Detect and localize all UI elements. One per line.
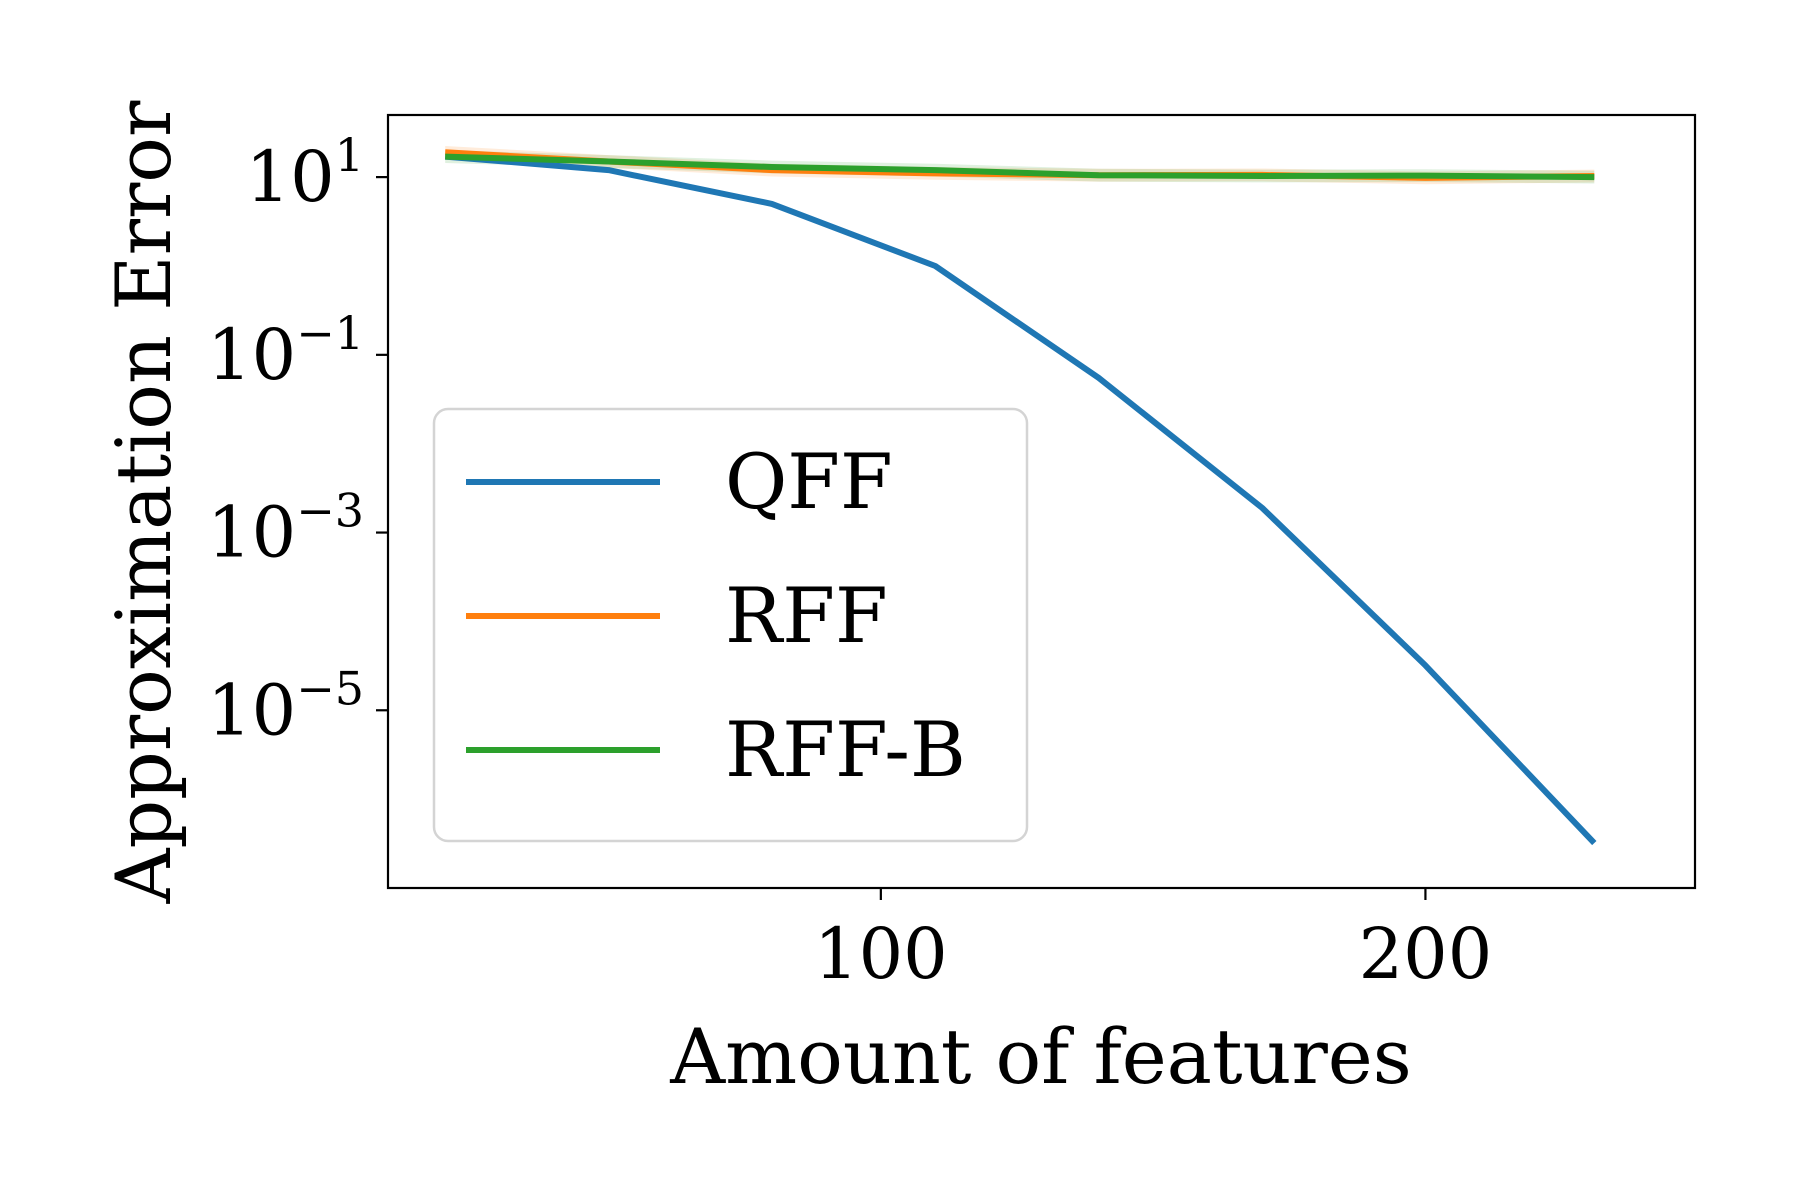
legend-items: QFF RFF RFF-B	[466, 437, 966, 794]
y-axis-label: Approximation Error	[99, 100, 188, 904]
x-axis-label: Amount of features	[669, 1012, 1412, 1101]
legend-label-qff: QFF	[725, 437, 893, 526]
x-axis-ticks: 100 200	[814, 888, 1492, 995]
plot-frame	[386, 113, 1697, 890]
series-lines	[444, 149, 1597, 846]
y-tick-label: 10−3	[207, 484, 364, 574]
y-tick-label: 10−1	[207, 306, 364, 396]
y-tick-label: 10−5	[207, 661, 364, 751]
series-line-qff	[444, 153, 1597, 846]
legend-label-rff: RFF	[725, 571, 888, 660]
x-tick-label: 200	[1359, 913, 1493, 995]
legend-label-rff-b: RFF-B	[725, 705, 966, 794]
y-axis-ticks: 101 10−1 10−3 10−5	[207, 128, 388, 751]
x-tick-label: 100	[814, 913, 948, 995]
legend-box	[432, 407, 1029, 843]
series-line-rff-b	[445, 153, 1595, 181]
y-tick-label: 101	[246, 128, 364, 218]
legend: QFF RFF RFF-B	[432, 407, 1029, 843]
